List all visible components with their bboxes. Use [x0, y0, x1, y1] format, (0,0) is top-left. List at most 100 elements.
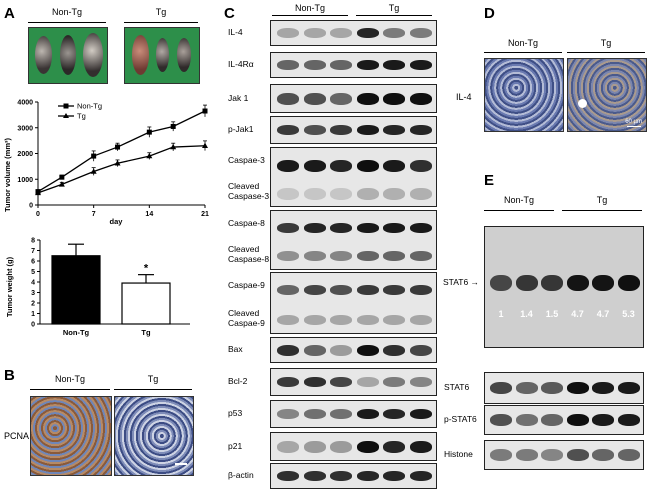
data-point — [202, 108, 208, 114]
blot-band — [566, 414, 589, 426]
blot-band — [409, 160, 432, 172]
c-blot-strip — [270, 368, 437, 396]
stat6-ratio: 4.7 — [571, 309, 584, 319]
blot-band — [277, 92, 299, 105]
e-blot-strip — [484, 405, 644, 435]
data-point — [115, 144, 121, 150]
blot-band — [356, 125, 379, 135]
blot-band — [356, 28, 379, 38]
tumor-weight-chart: Tumor weight (g) 0 1 2 3 4 5 6 7 8 Non-Tg Tg * — [5, 238, 190, 337]
data-point — [146, 152, 153, 159]
blot-band — [303, 223, 326, 233]
x-tick-label: 7 — [92, 211, 96, 218]
c-blot-strip — [270, 210, 437, 270]
il4-stain-tg: 60 µm — [567, 58, 647, 132]
blot-band — [330, 471, 352, 481]
blot-band — [409, 344, 432, 356]
x-tick-label: 14 — [145, 211, 153, 218]
blot-band — [277, 160, 299, 172]
e-blot-label: Histone — [444, 449, 473, 459]
panel-label-e: E — [484, 172, 495, 189]
c-blot-strip — [270, 432, 437, 461]
blot-band — [409, 223, 432, 233]
tumor-shape — [177, 38, 191, 72]
line-chart-series — [35, 104, 208, 196]
significance-marker: * — [144, 263, 149, 275]
blot-band — [409, 471, 432, 481]
data-point — [202, 142, 208, 148]
blot-band — [277, 377, 299, 387]
e-group-line-non-tg — [484, 210, 554, 211]
blot-band — [303, 251, 326, 261]
blot-band — [409, 28, 432, 38]
stat6-band — [617, 275, 640, 291]
y-tick-label: 1 — [31, 311, 35, 318]
blot-band — [383, 223, 405, 233]
c-blot-strip — [270, 463, 437, 489]
tumor-shape — [35, 36, 52, 74]
stat6-band — [490, 275, 512, 291]
blot-band — [383, 471, 405, 481]
blot-band — [356, 251, 379, 261]
e-blot-label: p-STAT6 — [444, 414, 477, 424]
blot-band — [515, 382, 538, 394]
blot-band — [490, 382, 512, 394]
y-tick-label: 7 — [31, 248, 35, 255]
blot-band — [303, 125, 326, 135]
tumor-volume-chart: Tumor volume (mm³) 0 1000 2000 3000 4000 0 7 14… — [3, 100, 209, 227]
d-marker-label: IL-4 — [456, 92, 472, 102]
blot-band — [383, 188, 405, 200]
c-blot-strip — [270, 400, 437, 428]
data-point — [58, 181, 65, 187]
blot-band — [383, 344, 405, 356]
c-blot-strip — [270, 337, 437, 363]
blot-band — [330, 92, 352, 105]
blot-band — [330, 285, 352, 295]
c-group-non-tg: Non-Tg — [294, 3, 325, 13]
e-blot-label: STAT6 — [444, 382, 470, 392]
blot-band — [330, 440, 352, 453]
category-label: Non-Tg — [63, 328, 90, 337]
blot-band — [356, 440, 379, 453]
blot-band — [277, 125, 299, 135]
d-group-tg: Tg — [600, 38, 612, 48]
scale-bar — [175, 463, 187, 465]
blot-band — [409, 92, 432, 105]
blot-band — [303, 188, 326, 200]
data-point — [59, 174, 65, 180]
blot-band — [277, 440, 299, 453]
c-blot-label: Cleaved Caspase-3 — [228, 181, 270, 201]
a-group-line-non-tg — [28, 22, 106, 23]
y-tick-label: 1000 — [17, 177, 33, 184]
blot-band — [566, 449, 589, 461]
tumor-shape — [83, 33, 103, 77]
y-tick-label: 3 — [31, 290, 35, 297]
category-label: Tg — [141, 328, 151, 337]
blot-band — [409, 188, 432, 200]
blot-band — [541, 449, 563, 461]
data-point — [170, 123, 176, 129]
panel-label-b: B — [4, 367, 15, 384]
c-blot-label: p21 — [228, 440, 243, 451]
y-tick-label: 8 — [31, 238, 35, 245]
blot-band — [277, 28, 299, 38]
blot-band — [356, 315, 379, 325]
blot-band — [356, 223, 379, 233]
blot-band — [277, 344, 299, 356]
legend-marker — [63, 103, 69, 109]
c-blot-label: Cleaved Caspase-8 — [228, 244, 270, 264]
data-point — [35, 189, 41, 196]
c-group-line-non-tg — [272, 15, 348, 16]
tumor-photo-tg — [124, 27, 200, 84]
e-blot-strip — [484, 440, 644, 470]
tumor-photo-non-tg — [28, 27, 108, 84]
e-group-non-tg: Non-Tg — [503, 195, 534, 205]
blot-band — [277, 409, 299, 419]
e-group-tg: Tg — [596, 195, 608, 205]
blot-band — [383, 160, 405, 172]
tumor-shape — [132, 35, 149, 75]
bar-chart-bars: Non-Tg Tg * — [51, 243, 171, 337]
blot-band — [383, 285, 405, 295]
blot-band — [356, 409, 379, 419]
blot-band — [383, 377, 405, 387]
